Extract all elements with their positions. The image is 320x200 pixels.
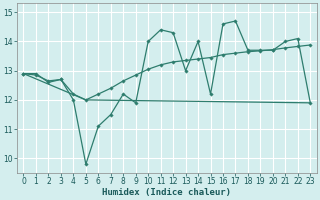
X-axis label: Humidex (Indice chaleur): Humidex (Indice chaleur)	[102, 188, 231, 197]
